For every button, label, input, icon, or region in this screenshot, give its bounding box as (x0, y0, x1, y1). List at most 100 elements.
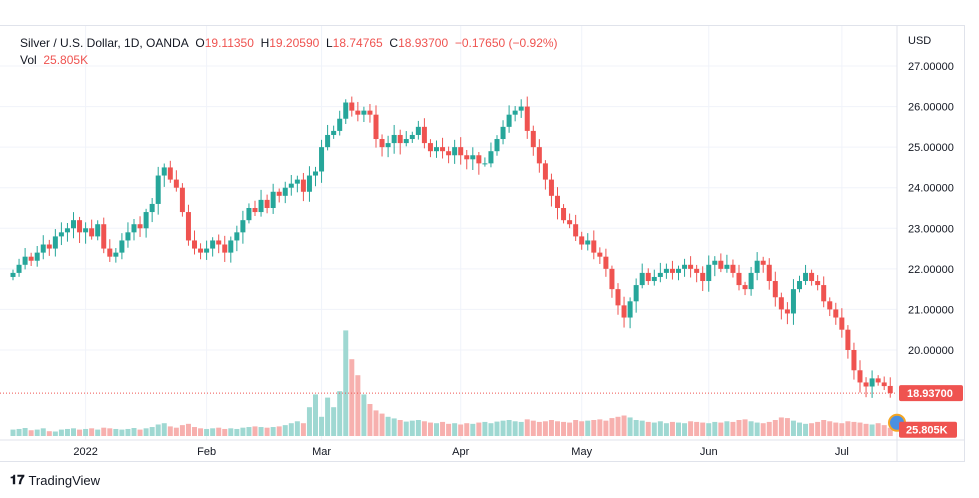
volume-bar (482, 421, 488, 436)
change-value: −0.17650 (−0.92%) (454, 36, 558, 50)
candle-body (40, 244, 46, 253)
volume-bar (446, 423, 452, 436)
volume-label: Vol (20, 53, 37, 67)
volume-bar (434, 423, 439, 436)
volume-bar (663, 423, 669, 436)
candle-body (573, 224, 579, 237)
volume-bar (143, 428, 149, 436)
volume-bar (851, 421, 857, 436)
candle-body (89, 228, 95, 237)
candle-body (246, 207, 252, 221)
volume-tag-text: 25.805K (906, 425, 948, 437)
candle-body (397, 134, 403, 144)
volume-bar (748, 421, 754, 436)
candle-body (518, 106, 524, 111)
candle-body (185, 212, 191, 241)
candle-body (821, 285, 827, 302)
candle-body (778, 297, 784, 310)
candle-body (294, 179, 300, 184)
candle-body (46, 244, 52, 249)
volume-bar (621, 415, 627, 436)
candle-body (10, 272, 16, 277)
volume-bar (615, 416, 621, 436)
volume-bar (210, 428, 216, 436)
volume-legend: Vol 25.805K (20, 53, 88, 67)
candle-body (210, 240, 216, 249)
candle-body (306, 175, 312, 192)
price-tick-label: 22.00000 (908, 264, 954, 276)
candle-body (591, 240, 597, 253)
candle-body (64, 228, 70, 233)
candle-body (621, 305, 627, 318)
volume-bar (83, 428, 89, 436)
volume-bar (337, 391, 343, 436)
volume-bar (682, 423, 688, 436)
volume-bar (530, 420, 536, 436)
volume-bar (730, 421, 736, 436)
candle-body (355, 110, 361, 115)
candle-body (706, 264, 712, 282)
volume-bar (58, 429, 64, 436)
volume-bar (10, 429, 16, 436)
volume-bar (403, 421, 409, 436)
candle-body (633, 285, 639, 302)
volume-bar (784, 418, 790, 436)
candle-body (258, 199, 264, 213)
candle-body (615, 289, 621, 306)
candle-body (434, 147, 439, 152)
candle-body (349, 102, 355, 111)
price-tick-label: 26.00000 (908, 102, 954, 114)
volume-bar (379, 413, 385, 436)
volume-bar (131, 428, 137, 436)
candle-body (415, 126, 421, 135)
volume-bar (839, 423, 845, 436)
candle-body (482, 163, 488, 165)
candle-body (161, 167, 167, 176)
volume-bar (216, 427, 222, 436)
candle-body (216, 240, 222, 245)
volume-bar (488, 423, 494, 436)
volume-bar (857, 422, 863, 436)
volume-bar (452, 423, 458, 436)
branding-text: TradingView (28, 472, 101, 488)
candle-body (663, 268, 669, 273)
tradingview-logo[interactable]: 𝟏𝟕 TradingView (10, 472, 100, 488)
volume-bar (373, 410, 379, 436)
candle-body (869, 378, 875, 387)
volume-bar (415, 420, 421, 436)
volume-bar (343, 330, 349, 436)
candle-body (875, 378, 881, 383)
candle-body (300, 179, 306, 192)
candle-body (688, 264, 694, 269)
volume-bar (476, 422, 482, 436)
candle-body (536, 147, 542, 164)
volume-bar (790, 420, 796, 436)
volume-bar (766, 421, 772, 436)
candle-body (119, 240, 125, 253)
candle-body (682, 264, 688, 269)
volume-bar (579, 421, 585, 436)
candle-body (234, 232, 240, 241)
volume-bar (627, 417, 633, 436)
price-tick-label: 27.00000 (908, 61, 954, 73)
volume-bar (240, 427, 246, 436)
volume-bar (742, 419, 748, 436)
volume-bar (77, 429, 83, 436)
volume-bar (500, 420, 506, 436)
volume-bar (222, 428, 228, 436)
candle-body (790, 289, 796, 314)
time-tick-label: May (571, 446, 592, 458)
volume-bar (137, 429, 143, 436)
candle-body (222, 244, 228, 253)
candle-body (264, 199, 270, 208)
volume-bar (331, 407, 337, 436)
candle-body (530, 130, 536, 148)
volume-bar (536, 421, 542, 436)
volume-bar (28, 430, 34, 436)
candle-body (403, 139, 409, 144)
volume-bar (567, 422, 573, 436)
volume-bar (875, 423, 881, 436)
chart-frame[interactable] (0, 25, 965, 462)
candle-body (113, 252, 119, 257)
